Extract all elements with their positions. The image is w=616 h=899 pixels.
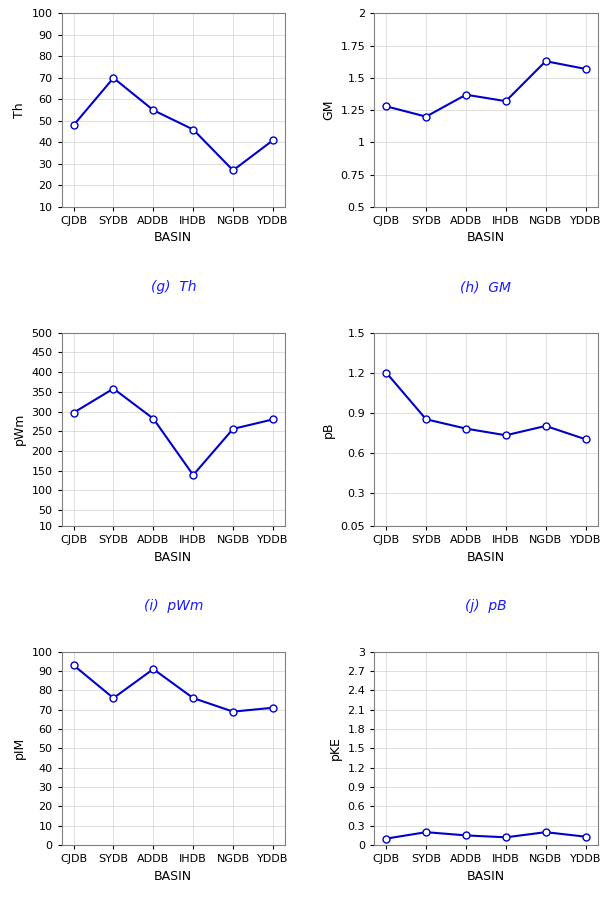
Y-axis label: pB: pB [322, 421, 335, 438]
Y-axis label: Th: Th [13, 102, 26, 118]
Y-axis label: GM: GM [322, 100, 335, 120]
X-axis label: BASIN: BASIN [467, 550, 505, 564]
Text: (h)  GM: (h) GM [460, 280, 511, 294]
Text: (i)  pWm: (i) pWm [144, 600, 203, 613]
X-axis label: BASIN: BASIN [154, 869, 192, 883]
Y-axis label: pIM: pIM [13, 737, 26, 760]
X-axis label: BASIN: BASIN [154, 231, 192, 245]
X-axis label: BASIN: BASIN [467, 869, 505, 883]
Y-axis label: pKE: pKE [329, 736, 342, 761]
X-axis label: BASIN: BASIN [467, 231, 505, 245]
Y-axis label: pWm: pWm [13, 413, 26, 446]
Text: (j)  pB: (j) pB [465, 600, 507, 613]
Text: (g)  Th: (g) Th [150, 280, 196, 294]
X-axis label: BASIN: BASIN [154, 550, 192, 564]
